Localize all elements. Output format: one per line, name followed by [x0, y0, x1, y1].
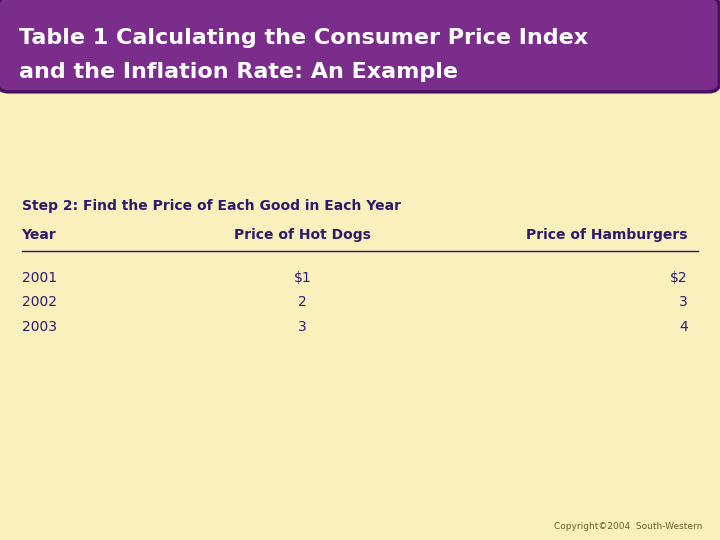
Text: Price of Hamburgers: Price of Hamburgers [526, 228, 688, 242]
Text: 2001: 2001 [22, 271, 57, 285]
Text: Year: Year [22, 228, 56, 242]
Text: 3: 3 [298, 320, 307, 334]
Text: Step 2: Find the Price of Each Good in Each Year: Step 2: Find the Price of Each Good in E… [22, 199, 400, 213]
Text: 2002: 2002 [22, 295, 57, 309]
Text: Table 1 Calculating the Consumer Price Index: Table 1 Calculating the Consumer Price I… [19, 28, 588, 48]
Text: 2: 2 [298, 295, 307, 309]
Text: Copyright©2004  South-Western: Copyright©2004 South-Western [554, 522, 702, 531]
Text: $2: $2 [670, 271, 688, 285]
Text: 2003: 2003 [22, 320, 57, 334]
Text: and the Inflation Rate: An Example: and the Inflation Rate: An Example [19, 62, 459, 82]
Text: 3: 3 [679, 295, 688, 309]
FancyBboxPatch shape [0, 0, 719, 92]
Text: Price of Hot Dogs: Price of Hot Dogs [234, 228, 371, 242]
Text: $1: $1 [294, 271, 311, 285]
Text: 4: 4 [679, 320, 688, 334]
